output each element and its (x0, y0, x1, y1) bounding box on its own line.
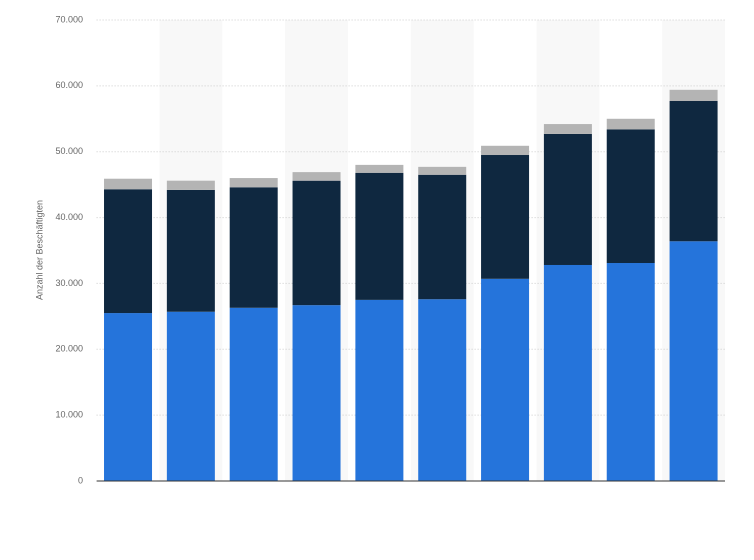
bar-segment (355, 172, 404, 300)
bar-segment (606, 118, 655, 130)
bar-segment (292, 305, 341, 481)
bar-segment (355, 299, 404, 481)
bar-segment (481, 155, 530, 279)
y-tick-label: 0 (78, 475, 83, 485)
bar-segment (606, 263, 655, 481)
bar-segment (543, 133, 592, 265)
bar-segment (166, 311, 215, 481)
bar-segment (229, 307, 278, 481)
bar-segment (481, 145, 530, 156)
bar-segment (104, 313, 153, 481)
y-tick-label: 10.000 (55, 410, 83, 420)
bar-segment (418, 174, 467, 300)
bar-segment (606, 129, 655, 264)
bar-segment (292, 180, 341, 306)
y-tick-label: 60.000 (55, 80, 83, 90)
bar-segment (543, 124, 592, 134)
y-tick-label: 70.000 (55, 14, 83, 24)
bar-segment (669, 241, 718, 481)
bar-segment (166, 180, 215, 190)
bar-segment (166, 189, 215, 312)
bar-segment (418, 299, 467, 481)
y-tick-label: 40.000 (55, 212, 83, 222)
bar-segment (292, 172, 341, 181)
y-tick-label: 50.000 (55, 146, 83, 156)
bar-segment (104, 189, 153, 314)
bar-segment (355, 164, 404, 173)
bar-segment (543, 264, 592, 481)
bar-segment (669, 101, 718, 242)
bar-segment (229, 178, 278, 188)
bar-segment (229, 187, 278, 308)
bar-segment (669, 89, 718, 102)
bar-segment (481, 278, 530, 481)
y-tick-label: 30.000 (55, 278, 83, 288)
y-axis-label: Anzahl der Beschäftigten (34, 200, 44, 300)
bar-segment (104, 178, 153, 190)
bar-segment (418, 166, 467, 175)
y-tick-label: 20.000 (55, 344, 83, 354)
